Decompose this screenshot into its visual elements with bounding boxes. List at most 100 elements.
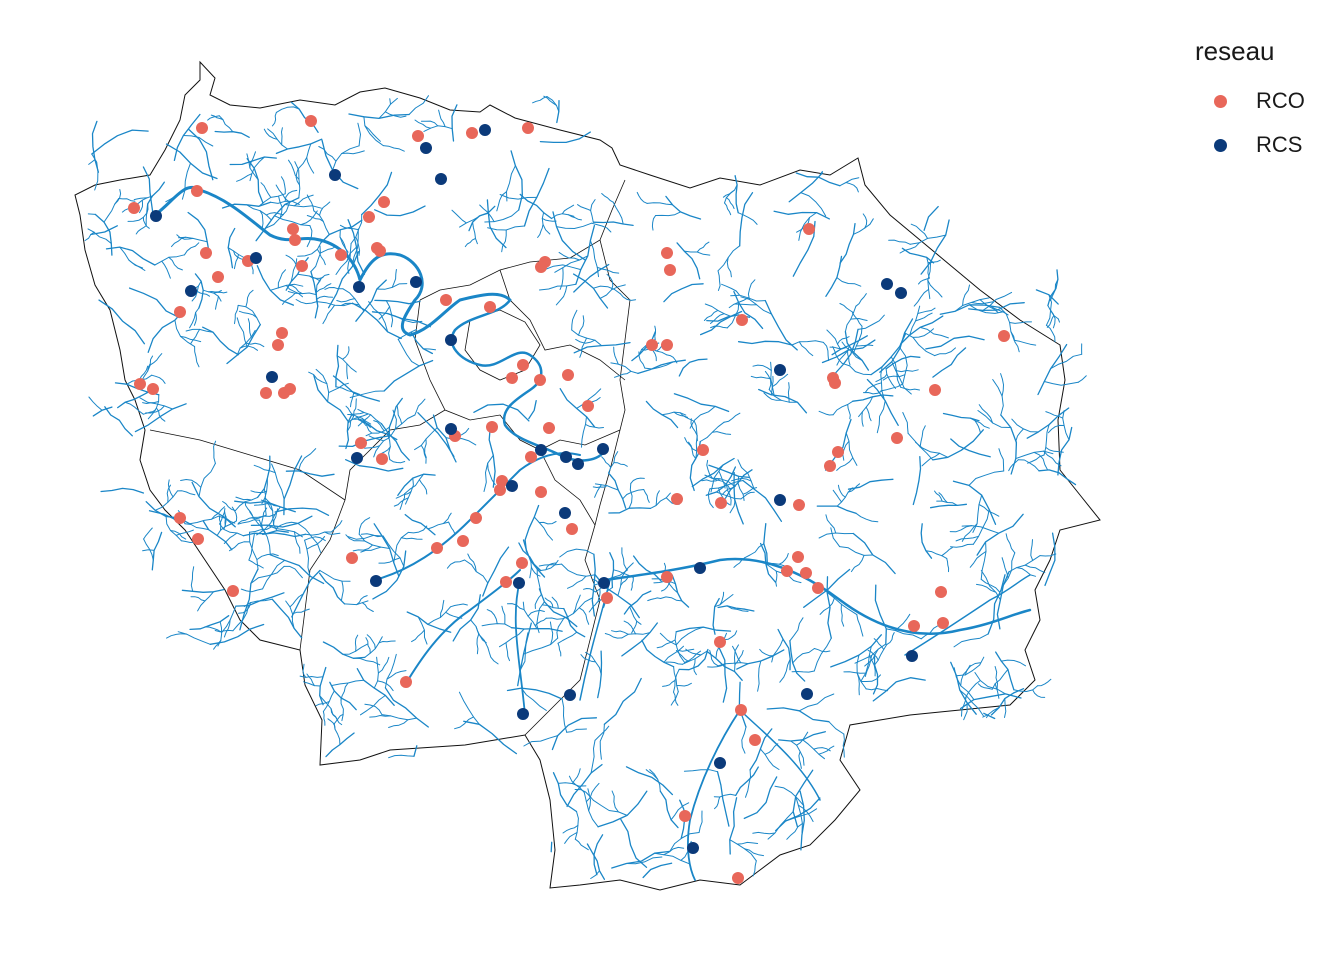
river-segment bbox=[974, 672, 1006, 695]
river-segment bbox=[226, 323, 261, 365]
river-segment bbox=[876, 400, 886, 434]
river-segment bbox=[324, 531, 341, 535]
river-segment bbox=[450, 298, 607, 462]
river-segment bbox=[258, 519, 271, 556]
river-segment bbox=[675, 650, 690, 662]
river-segment bbox=[418, 479, 428, 495]
river-segment bbox=[87, 213, 96, 215]
river-segment bbox=[393, 531, 409, 563]
river-segment bbox=[842, 440, 850, 461]
river-segment bbox=[778, 553, 789, 565]
river-segment bbox=[577, 204, 592, 211]
river-segment bbox=[346, 363, 349, 380]
river-segment bbox=[739, 192, 754, 247]
river-segment bbox=[404, 513, 436, 536]
river-segment bbox=[844, 330, 870, 371]
river-segment bbox=[1047, 424, 1065, 434]
river-segment bbox=[155, 407, 166, 422]
river-segment bbox=[300, 210, 318, 226]
river-segment bbox=[234, 304, 239, 325]
river-segment bbox=[837, 336, 850, 345]
river-segment bbox=[733, 290, 764, 330]
river-segment bbox=[388, 719, 409, 728]
river-segment bbox=[202, 520, 233, 551]
river-segment bbox=[181, 588, 225, 593]
station-rco bbox=[431, 542, 443, 554]
river-segment bbox=[304, 539, 311, 577]
river-segment bbox=[798, 212, 817, 241]
river-segment bbox=[559, 388, 596, 428]
river-segment bbox=[904, 574, 1031, 656]
river-segment bbox=[723, 412, 741, 423]
river-segment bbox=[864, 655, 873, 677]
river-segment bbox=[590, 199, 596, 223]
station-rco bbox=[276, 327, 288, 339]
river-segment bbox=[636, 191, 648, 204]
river-segment bbox=[247, 318, 252, 338]
station-rcs bbox=[506, 480, 518, 492]
legend-dot-rco bbox=[1214, 94, 1227, 108]
river-segment bbox=[552, 211, 586, 261]
river-segment bbox=[142, 166, 155, 220]
river-segment bbox=[558, 251, 580, 261]
river-segment bbox=[325, 732, 355, 758]
river-segment bbox=[238, 310, 258, 319]
river-segment bbox=[383, 359, 434, 392]
river-segment bbox=[899, 347, 908, 385]
river-segment bbox=[217, 621, 223, 647]
river-segment bbox=[319, 695, 334, 715]
station-rco bbox=[714, 636, 726, 648]
river-segment bbox=[573, 263, 610, 293]
river-segment bbox=[377, 656, 390, 674]
river-segment bbox=[839, 177, 860, 187]
river-segment bbox=[207, 115, 220, 121]
river-segment bbox=[1009, 321, 1032, 324]
river-segment bbox=[358, 517, 371, 535]
river-segment bbox=[798, 693, 835, 712]
river-segment bbox=[233, 254, 239, 270]
river-segment bbox=[175, 529, 194, 536]
river-segment bbox=[246, 153, 259, 181]
river-segment bbox=[920, 625, 939, 640]
river-segment bbox=[404, 473, 425, 495]
station-rco bbox=[128, 202, 140, 214]
river-segment bbox=[476, 633, 480, 655]
river-segment bbox=[678, 358, 708, 377]
river-segment bbox=[470, 619, 489, 649]
river-segment bbox=[146, 181, 165, 214]
river-segment bbox=[196, 290, 210, 297]
station-rco bbox=[803, 223, 815, 235]
river-segment bbox=[813, 648, 831, 653]
river-segment bbox=[563, 607, 586, 638]
river-segment bbox=[620, 818, 648, 868]
river-segment bbox=[865, 406, 872, 422]
river-segment bbox=[729, 797, 738, 855]
river-segment bbox=[675, 626, 704, 646]
river-segment bbox=[800, 192, 827, 217]
river-segment bbox=[932, 347, 967, 378]
river-segment bbox=[980, 541, 987, 580]
river-segment bbox=[565, 597, 593, 619]
river-segment bbox=[999, 306, 1015, 341]
river-segment bbox=[915, 312, 933, 322]
river-segment bbox=[346, 243, 352, 263]
river-segment bbox=[452, 594, 481, 642]
river-segment bbox=[319, 570, 351, 582]
river-segment bbox=[1047, 269, 1059, 307]
river-segment bbox=[250, 490, 268, 493]
river-segment bbox=[180, 335, 202, 343]
river-segment bbox=[524, 504, 540, 553]
river-segment bbox=[165, 143, 218, 180]
river-segment bbox=[139, 397, 173, 410]
river-segment bbox=[867, 649, 879, 661]
river-segment bbox=[284, 189, 298, 202]
river-segment bbox=[190, 566, 195, 592]
river-segment bbox=[270, 503, 278, 532]
river-segment bbox=[384, 111, 407, 118]
river-segment bbox=[165, 516, 182, 542]
station-rco bbox=[466, 127, 478, 139]
river-segment bbox=[499, 194, 538, 200]
river-segment bbox=[730, 294, 766, 302]
river-segment bbox=[926, 256, 930, 279]
river-segment bbox=[662, 679, 676, 687]
